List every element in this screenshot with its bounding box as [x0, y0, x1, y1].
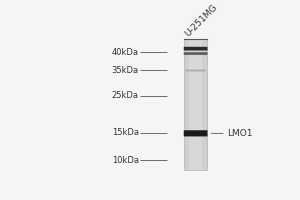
Text: U-251MG: U-251MG	[183, 3, 219, 39]
FancyBboxPatch shape	[184, 52, 208, 55]
Bar	[189, 39, 202, 170]
Text: 15kDa: 15kDa	[112, 128, 139, 137]
FancyBboxPatch shape	[185, 70, 206, 71]
FancyBboxPatch shape	[184, 130, 208, 136]
Text: 40kDa: 40kDa	[112, 48, 139, 57]
Text: LMO1: LMO1	[227, 129, 253, 138]
FancyBboxPatch shape	[184, 47, 208, 50]
Bar	[184, 39, 207, 170]
Text: 10kDa: 10kDa	[112, 156, 139, 165]
Text: 35kDa: 35kDa	[112, 66, 139, 75]
Text: 25kDa: 25kDa	[112, 91, 139, 100]
